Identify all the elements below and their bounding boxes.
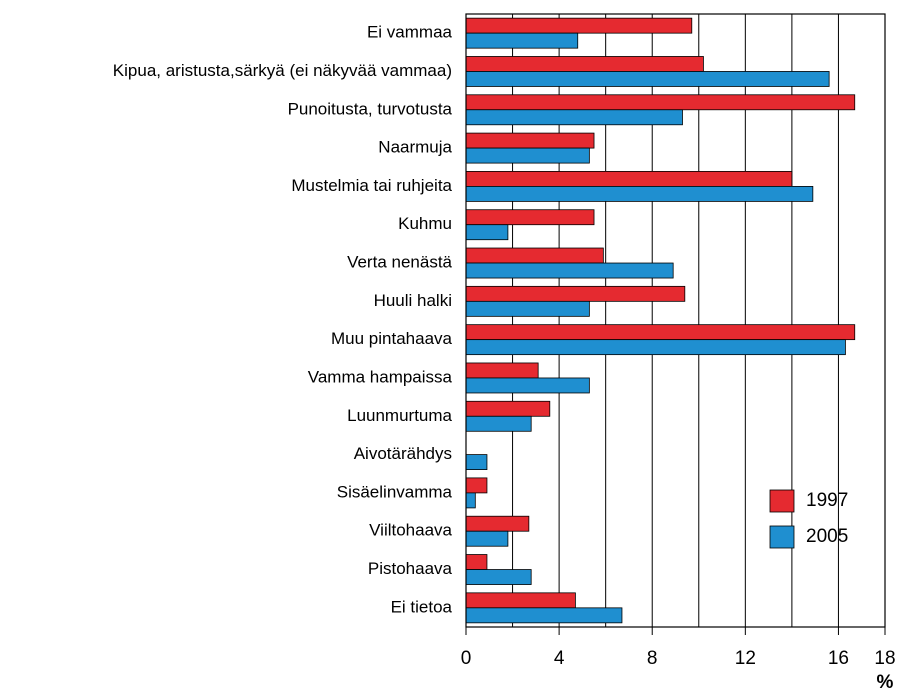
bar (465, 209, 595, 226)
bar (465, 607, 623, 624)
bar (465, 300, 590, 317)
y-tick-label: Kuhmu (398, 214, 452, 233)
bar (465, 224, 509, 241)
x-tick-label: 8 (647, 648, 658, 669)
bar (465, 362, 539, 379)
y-tick-label: Vamma hampaissa (308, 367, 453, 386)
bar (465, 247, 604, 264)
bar (465, 94, 856, 111)
bar (465, 377, 590, 394)
bar (465, 400, 551, 417)
y-tick-label: Viiltohaava (369, 521, 452, 540)
bar (465, 147, 590, 164)
bar (465, 109, 683, 126)
bar (465, 71, 830, 87)
y-tick-label: Pistohaava (368, 559, 453, 578)
y-tick-label: Verta nenästä (347, 253, 452, 272)
legend-swatch (769, 489, 795, 513)
bar (465, 262, 674, 279)
bar (465, 186, 814, 202)
x-axis-label: % (877, 672, 894, 691)
legend-label: 2005 (806, 526, 848, 547)
x-tick-label: 18 (874, 648, 895, 669)
y-tick-label: Huuli halki (374, 291, 452, 310)
y-tick-label: Luunmurtuma (347, 406, 452, 425)
plot-frame (465, 13, 886, 628)
y-tick-label: Punoitusta, turvotusta (288, 99, 453, 118)
bar (465, 569, 532, 585)
bar (465, 56, 704, 72)
bar (465, 415, 532, 432)
legend-swatch (769, 525, 795, 549)
bar (465, 592, 576, 609)
y-tick-label: Muu pintahaava (331, 329, 453, 348)
x-tick-label: 4 (554, 648, 565, 669)
y-tick-label: Sisäelinvamma (337, 482, 453, 501)
y-tick-label: Ei tietoa (391, 597, 453, 616)
bar (465, 515, 530, 532)
x-tick-label: 16 (828, 648, 849, 669)
bar (465, 554, 488, 570)
bar (465, 132, 595, 149)
y-tick-label: Kipua, aristusta,särkyä (ei näkyvää vamm… (113, 61, 452, 80)
bar (465, 285, 686, 302)
x-tick-label: 12 (735, 648, 756, 669)
y-tick-label: Naarmuja (378, 138, 452, 157)
bar (465, 171, 793, 187)
bar (465, 339, 846, 356)
y-tick-label: Mustelmia tai ruhjeita (291, 176, 452, 195)
legend-label: 1997 (806, 490, 848, 511)
y-tick-label: Aivotärähdys (354, 444, 452, 463)
y-tick-label: Ei vammaa (367, 23, 453, 42)
bar (465, 530, 509, 547)
x-tick-label: 0 (461, 648, 472, 669)
bar (465, 324, 856, 341)
bar (465, 477, 488, 494)
bar (465, 17, 693, 34)
bar (465, 454, 488, 470)
bar (465, 32, 579, 49)
bar (465, 492, 476, 509)
